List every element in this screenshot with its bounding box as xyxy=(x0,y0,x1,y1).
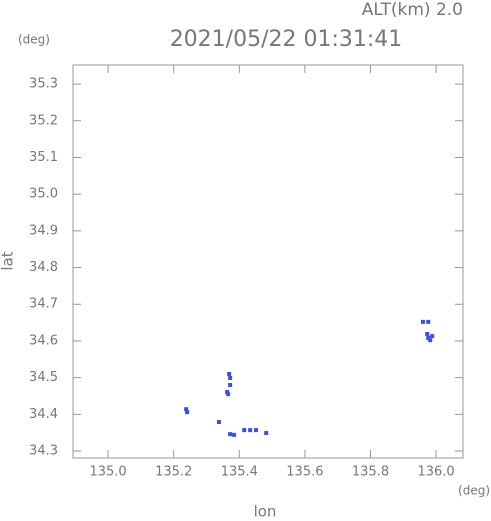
point xyxy=(228,382,233,387)
point xyxy=(428,338,433,343)
point xyxy=(226,392,231,397)
x-tick-label: 136.0 xyxy=(417,465,454,480)
y-tick-label: 35.1 xyxy=(29,150,58,165)
x-tick-label: 135.4 xyxy=(221,465,258,480)
altitude-label: ALT(km) 2.0 xyxy=(362,0,463,20)
y-tick-label: 34.9 xyxy=(29,223,58,238)
y-tick-label: 34.3 xyxy=(29,444,58,459)
point xyxy=(264,431,269,436)
point xyxy=(227,371,232,376)
y-tick-label: 34.6 xyxy=(29,333,58,348)
point xyxy=(248,428,253,433)
x-axis-label: lon xyxy=(254,503,277,521)
y-tick-label: 35.0 xyxy=(29,187,58,202)
point xyxy=(216,420,221,425)
point xyxy=(185,410,190,415)
point xyxy=(184,407,189,412)
y-unit: (deg) xyxy=(18,33,50,47)
plot-frame xyxy=(72,64,464,459)
point xyxy=(228,376,233,381)
y-tick-label: 34.7 xyxy=(29,297,58,312)
x-tick-label: 135.6 xyxy=(286,465,323,480)
chart-title: 2021/05/22 01:31:41 xyxy=(170,27,403,52)
x-tick-label: 135.8 xyxy=(352,465,389,480)
y-tick-label: 34.8 xyxy=(29,260,58,275)
point xyxy=(254,428,259,433)
x-tick-label: 135.0 xyxy=(89,465,126,480)
point xyxy=(228,432,233,437)
point xyxy=(426,319,431,324)
y-tick-label: 35.3 xyxy=(29,77,58,92)
point xyxy=(225,389,230,394)
point xyxy=(430,334,435,339)
y-tick-label: 34.5 xyxy=(29,370,58,385)
y-axis-label: lat xyxy=(0,251,17,270)
point xyxy=(420,319,425,324)
x-unit: (deg) xyxy=(458,484,490,498)
point xyxy=(232,432,237,437)
x-tick-label: 135.2 xyxy=(155,465,192,480)
y-tick-label: 35.2 xyxy=(29,113,58,128)
y-tick-label: 34.4 xyxy=(29,407,58,422)
point xyxy=(242,428,247,433)
point xyxy=(426,336,431,341)
point xyxy=(425,331,430,336)
